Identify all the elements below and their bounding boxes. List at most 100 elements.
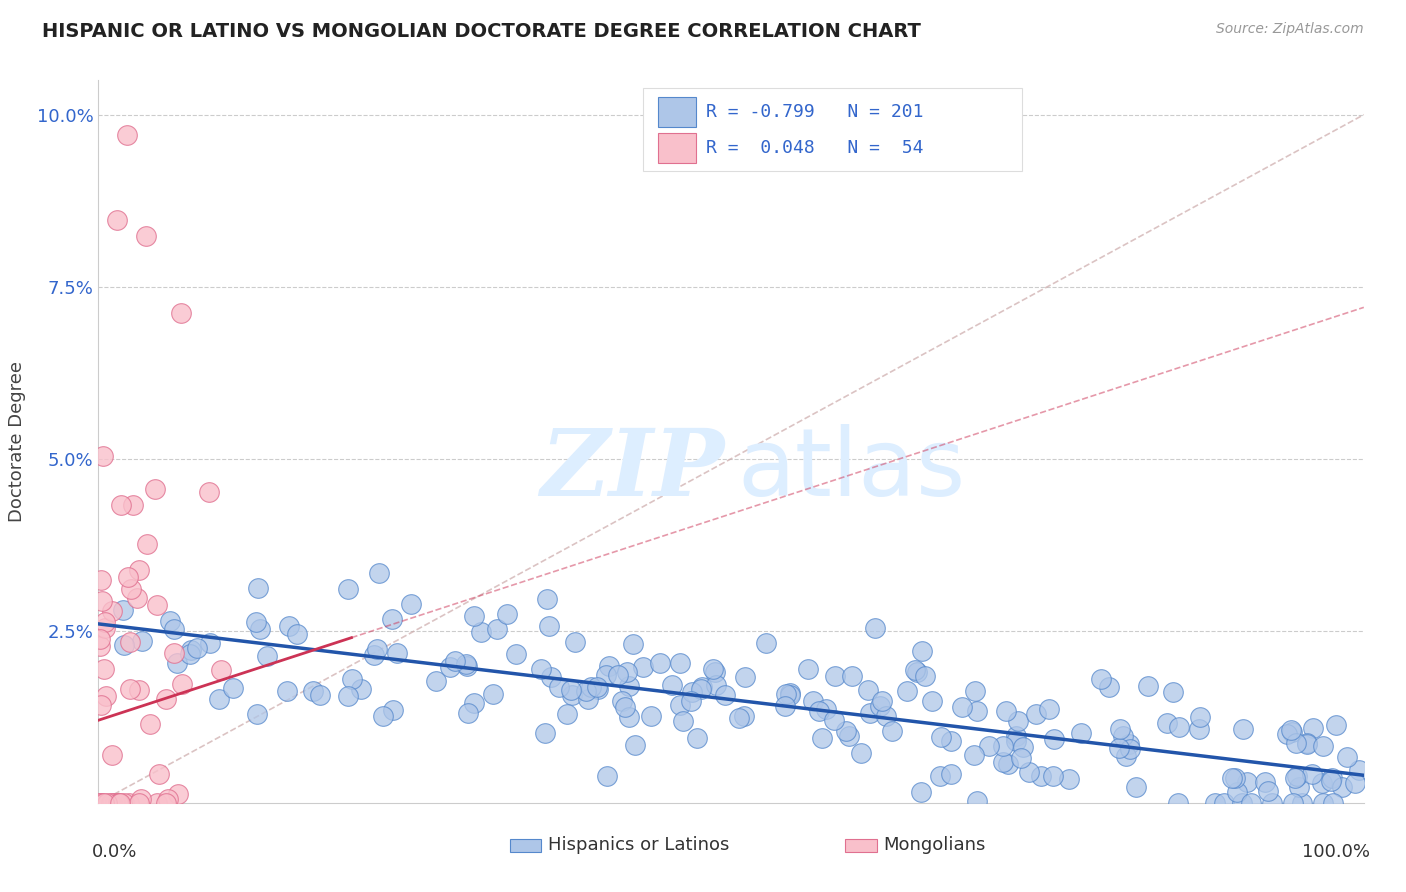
Point [159,614,181,628]
Point [115,128,138,143]
Point [870,694,893,708]
Point [381,612,404,626]
Point [633,660,655,674]
Point [366,642,388,657]
Point [1108,740,1130,755]
Point [125,591,148,605]
Point [100,796,122,810]
Point [991,755,1014,769]
Point [247,581,270,595]
Point [548,680,571,694]
Point [90,796,112,810]
Point [112,638,135,652]
Point [287,627,309,641]
Point [1285,736,1308,750]
FancyBboxPatch shape [658,133,696,163]
Point [849,746,872,760]
Point [1004,734,1026,748]
Point [859,706,882,721]
Point [180,642,202,657]
Point [939,767,962,781]
Point [702,662,724,676]
Point [129,792,152,806]
Point [690,680,713,694]
Point [368,566,391,581]
Point [1025,707,1047,722]
Point [425,674,447,689]
Y-axis label: Doctorate Degree: Doctorate Degree [7,361,25,522]
Point [222,681,245,696]
Point [128,796,150,810]
Point [170,677,193,691]
Point [863,621,886,635]
Point [596,769,619,783]
Point [131,633,153,648]
Point [1168,720,1191,734]
Point [90,698,112,713]
Point [399,597,422,611]
Point [896,683,918,698]
Point [179,647,201,661]
Text: R = -0.799   N = 201: R = -0.799 N = 201 [706,103,924,121]
Point [910,785,932,799]
Point [198,484,221,499]
Point [1070,725,1092,739]
Point [586,680,609,694]
Point [186,641,208,656]
Point [146,796,169,810]
Point [256,649,278,664]
Point [167,787,190,801]
Point [929,769,952,783]
Point [120,635,142,649]
Point [146,598,169,612]
Point [337,689,360,703]
Point [1188,722,1211,736]
Point [606,667,628,681]
Point [456,659,478,673]
Point [209,663,232,677]
Point [371,709,394,723]
Point [118,796,141,810]
Point [207,692,229,706]
Point [90,594,112,608]
Point [1301,767,1323,781]
Point [835,723,858,738]
Point [1285,769,1308,783]
Point [624,738,647,752]
Point [963,748,986,763]
Point [1279,723,1302,738]
Point [623,637,645,651]
Point [904,663,927,677]
Point [773,698,796,713]
Point [815,702,838,716]
Point [443,654,465,668]
Point [145,483,167,497]
Point [1320,772,1343,786]
Point [155,691,177,706]
Text: 100.0%: 100.0% [1302,843,1369,861]
Point [90,574,112,588]
FancyBboxPatch shape [658,97,696,128]
Point [929,731,952,745]
Point [496,607,519,622]
Text: Source: ZipAtlas.com: Source: ZipAtlas.com [1216,22,1364,37]
Point [1282,796,1305,810]
Point [619,710,641,724]
Point [681,694,703,708]
Point [90,796,112,810]
Point [1098,680,1121,694]
Text: R =  0.048   N =  54: R = 0.048 N = 54 [706,139,924,157]
Point [1284,771,1306,785]
Point [533,726,555,740]
Point [1042,769,1064,783]
Point [1296,737,1319,751]
Text: HISPANIC OR LATINO VS MONGOLIAN DOCTORATE DEGREE CORRELATION CHART: HISPANIC OR LATINO VS MONGOLIAN DOCTORAT… [42,22,921,41]
Point [669,698,692,712]
Point [200,636,222,650]
Point [110,498,132,512]
Point [89,796,111,810]
Point [910,644,932,658]
Point [1161,685,1184,699]
Point [560,682,582,697]
Point [1236,775,1258,789]
